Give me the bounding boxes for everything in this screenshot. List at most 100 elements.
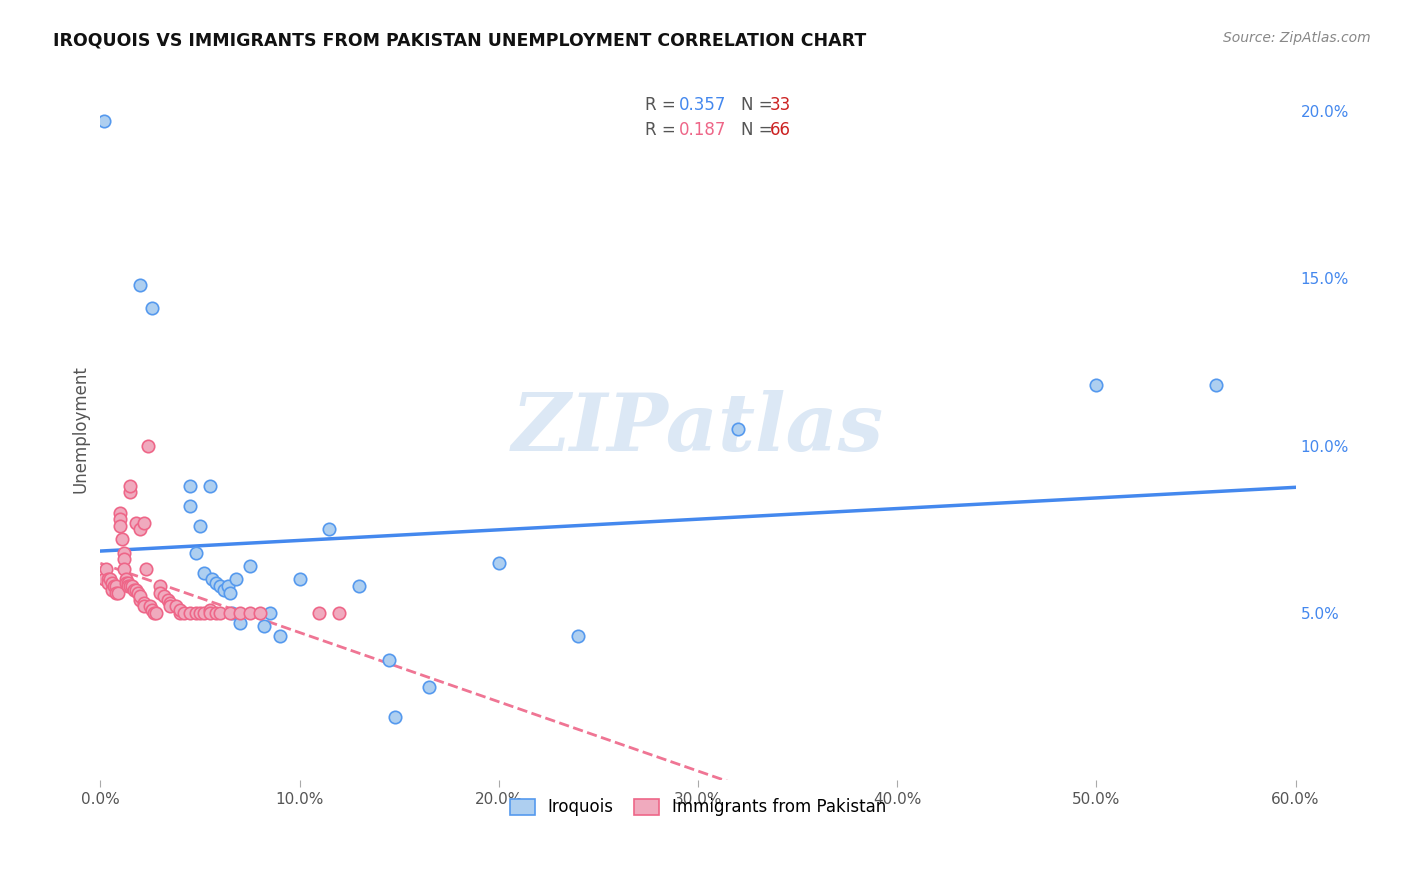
Point: [115, 575, 138, 590]
Point: [259, 606, 281, 620]
Point: [308, 606, 330, 620]
Point: [198, 606, 221, 620]
Point: [169, 602, 191, 616]
Point: [488, 556, 510, 570]
Text: 0.357: 0.357: [679, 95, 727, 113]
Text: Source: ZipAtlas.com: Source: ZipAtlas.com: [1223, 31, 1371, 45]
Point: [93, 573, 115, 587]
Text: 0.187: 0.187: [679, 121, 727, 139]
Point: [120, 579, 142, 593]
Point: [179, 606, 201, 620]
Point: [384, 709, 406, 723]
Point: [159, 599, 181, 614]
Point: [253, 619, 276, 633]
Point: [221, 606, 243, 620]
Point: [153, 589, 176, 603]
Point: [169, 606, 191, 620]
Point: [727, 422, 749, 436]
Point: [97, 575, 120, 590]
Point: [112, 546, 135, 560]
Point: [193, 566, 215, 580]
Point: [98, 573, 121, 587]
Point: [115, 573, 138, 587]
Point: [110, 512, 132, 526]
Point: [141, 602, 163, 616]
Point: [567, 629, 589, 643]
Point: [269, 629, 291, 643]
Point: [105, 579, 128, 593]
Point: [205, 606, 228, 620]
Point: [143, 606, 166, 620]
Point: [208, 606, 231, 620]
Text: IROQUOIS VS IMMIGRANTS FROM PAKISTAN UNEMPLOYMENT CORRELATION CHART: IROQUOIS VS IMMIGRANTS FROM PAKISTAN UNE…: [53, 31, 866, 49]
Point: [184, 546, 207, 560]
Point: [165, 599, 187, 614]
Text: 33: 33: [769, 95, 792, 113]
Point: [205, 575, 228, 590]
Point: [117, 575, 139, 590]
Point: [1205, 378, 1227, 392]
Point: [110, 506, 132, 520]
Point: [117, 579, 139, 593]
Point: [249, 606, 271, 620]
Point: [93, 114, 115, 128]
Point: [120, 479, 142, 493]
Point: [193, 606, 215, 620]
Point: [129, 589, 152, 603]
Point: [198, 602, 221, 616]
Point: [198, 479, 221, 493]
Point: [157, 592, 180, 607]
Point: [179, 479, 201, 493]
Point: [149, 586, 172, 600]
Point: [101, 575, 124, 590]
Point: [217, 579, 239, 593]
Text: N =: N =: [741, 121, 773, 139]
Point: [188, 606, 211, 620]
Point: [127, 586, 149, 600]
Point: [110, 519, 132, 533]
Point: [121, 579, 143, 593]
Point: [112, 552, 135, 566]
Point: [218, 606, 240, 620]
Point: [149, 579, 172, 593]
Point: [103, 579, 125, 593]
Point: [141, 301, 163, 316]
Point: [122, 582, 145, 597]
Point: [134, 596, 156, 610]
Point: [218, 586, 240, 600]
Point: [97, 573, 120, 587]
Point: [96, 562, 118, 576]
Point: [179, 499, 201, 513]
Point: [208, 579, 231, 593]
Point: [225, 573, 247, 587]
Y-axis label: Unemployment: Unemployment: [72, 365, 89, 492]
Point: [318, 522, 340, 536]
Text: N =: N =: [741, 95, 773, 113]
Point: [134, 599, 156, 614]
Point: [1085, 378, 1108, 392]
Point: [145, 606, 167, 620]
Point: [105, 586, 128, 600]
Point: [239, 606, 262, 620]
Point: [201, 573, 224, 587]
Point: [328, 606, 350, 620]
Legend: Iroquois, Immigrants from Pakistan: Iroquois, Immigrants from Pakistan: [501, 790, 894, 825]
Point: [212, 582, 235, 597]
Text: R =: R =: [645, 95, 676, 113]
Text: 66: 66: [769, 121, 790, 139]
Point: [136, 439, 159, 453]
Point: [112, 562, 135, 576]
Point: [229, 615, 252, 630]
Point: [378, 653, 401, 667]
Point: [188, 519, 211, 533]
Point: [111, 533, 134, 547]
Point: [134, 516, 156, 530]
Point: [129, 277, 152, 292]
Point: [135, 562, 157, 576]
Point: [288, 573, 311, 587]
Point: [229, 606, 252, 620]
Point: [101, 582, 124, 597]
Point: [173, 606, 195, 620]
Point: [139, 599, 162, 614]
Point: [239, 559, 262, 574]
